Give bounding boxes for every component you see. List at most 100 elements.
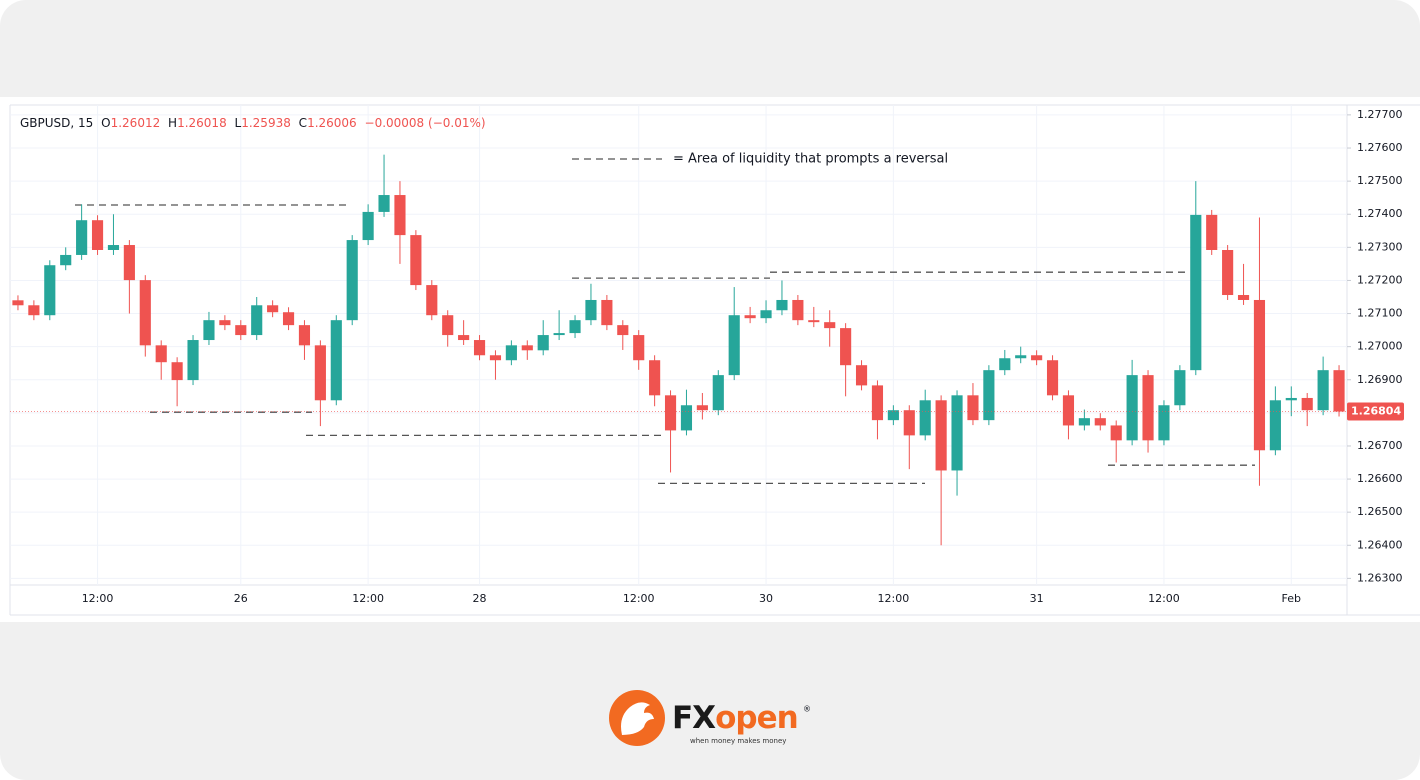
y-tick-label: 1.26700	[1357, 439, 1403, 452]
candle-body	[282, 312, 295, 326]
candle-body	[696, 405, 708, 411]
liquidity-levels	[75, 204, 1255, 485]
candle-body	[1222, 249, 1234, 296]
candle-body	[1046, 360, 1059, 396]
candle-body	[235, 325, 247, 336]
x-tick-label: 12:00	[82, 592, 114, 605]
value: 1.26018	[177, 116, 227, 130]
candle-body	[91, 220, 104, 250]
brand: FXopen	[672, 700, 798, 736]
candle-body	[967, 395, 979, 421]
candle-body	[999, 358, 1011, 371]
x-tick-label: 31	[1030, 592, 1044, 605]
x-tick-label: 30	[759, 592, 773, 605]
y-tick-label: 1.27000	[1357, 340, 1403, 353]
candle-body	[776, 299, 788, 311]
label: H	[168, 116, 177, 130]
candle-body	[1031, 355, 1043, 361]
candle-body	[664, 395, 677, 431]
tagline: when money makes money	[690, 737, 786, 745]
candle-body	[187, 340, 199, 381]
candle-body	[521, 345, 533, 351]
x-tick-label: 12:00	[352, 592, 384, 605]
y-tick-label: 1.27100	[1357, 307, 1403, 320]
candle-body	[935, 400, 947, 471]
registered: ®	[803, 705, 811, 714]
candle-body	[1206, 214, 1218, 250]
candle-body	[1317, 370, 1329, 411]
candle-body	[219, 320, 231, 326]
logo-mark	[621, 702, 654, 735]
candle-body	[251, 305, 263, 336]
candle-body	[808, 320, 820, 323]
candle-body	[919, 400, 931, 436]
x-tick-label: Feb	[1282, 592, 1301, 605]
candle-body	[1062, 395, 1075, 426]
candle-body	[267, 305, 279, 313]
last-price-label: 1.26804	[1351, 405, 1401, 418]
value: 1.26006	[307, 116, 357, 130]
y-tick-label: 1.27500	[1357, 174, 1403, 187]
candle-body	[346, 240, 358, 321]
candle-body	[633, 335, 645, 361]
label: C	[299, 116, 307, 130]
candle-body	[473, 340, 486, 356]
y-tick-label: 1.26400	[1357, 538, 1403, 551]
candle-body	[840, 328, 852, 366]
candle-body	[601, 299, 613, 326]
candle-body	[569, 320, 581, 334]
label: L	[235, 116, 242, 130]
candle-body	[505, 345, 517, 361]
candle-body	[426, 285, 438, 316]
candle-body	[585, 299, 597, 321]
candle-body	[1142, 375, 1154, 441]
candle-body	[1078, 418, 1090, 426]
change: −0.00008 (−0.01%)	[365, 116, 486, 130]
candle-body	[1110, 425, 1122, 441]
candle-body	[1253, 299, 1266, 451]
candle-body	[394, 195, 406, 236]
candle-body	[1015, 355, 1027, 359]
candle-body	[489, 355, 502, 361]
x-tick-label: 28	[473, 592, 487, 605]
candle-body	[951, 395, 963, 471]
symbol: GBPUSD, 15	[20, 116, 93, 130]
candle-body	[903, 410, 915, 436]
chart-panel	[0, 97, 1420, 622]
y-tick-label: 1.27400	[1357, 207, 1403, 220]
candle-body	[824, 322, 836, 329]
y-tick-label: 1.26500	[1357, 505, 1403, 518]
candle-body	[1174, 370, 1186, 406]
candle-body	[887, 410, 899, 421]
candle-body	[171, 362, 183, 381]
candle-body	[139, 280, 151, 346]
candle-body	[1301, 397, 1313, 411]
candle-body	[1190, 214, 1202, 371]
brand-open: open	[715, 700, 798, 736]
candle-body	[76, 220, 88, 255]
y-tick-label: 1.26300	[1357, 571, 1403, 584]
candle-body	[458, 335, 470, 341]
candle-body	[442, 315, 454, 336]
candles	[12, 154, 1345, 546]
y-tick-label: 1.27300	[1357, 240, 1403, 253]
x-tick-label: 12:00	[878, 592, 910, 605]
candle-body	[28, 305, 40, 316]
candle-body	[1237, 295, 1250, 300]
candle-body	[1269, 400, 1281, 451]
candle-body	[983, 370, 995, 421]
candle-body	[760, 310, 772, 319]
candle-body	[1094, 418, 1106, 426]
x-tick-label: 26	[234, 592, 248, 605]
candle-body	[60, 254, 72, 266]
candle-body	[155, 345, 167, 363]
candle-body	[12, 300, 24, 306]
candle-body	[1333, 370, 1345, 412]
y-tick-label: 1.27600	[1357, 141, 1403, 154]
x-tick-label: 12:00	[623, 592, 655, 605]
value: 1.25938	[241, 116, 291, 130]
logo: FXopen ® when money makes money	[609, 690, 811, 746]
candle-body	[617, 325, 629, 336]
